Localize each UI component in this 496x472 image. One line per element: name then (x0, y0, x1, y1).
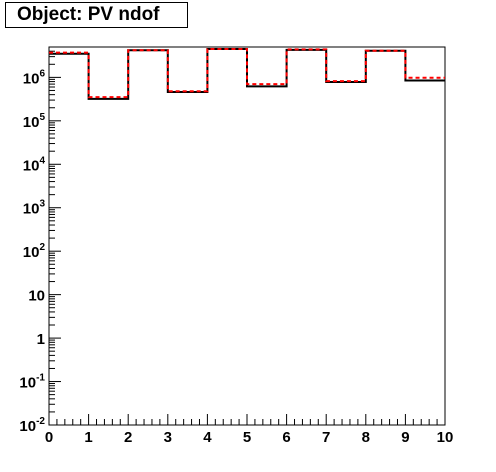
x-tick-label: 9 (401, 429, 409, 446)
x-tick-label: 6 (282, 429, 290, 446)
y-tick-label: 104 (23, 155, 46, 174)
x-tick-label: 1 (84, 429, 92, 446)
y-tick-label: 10 (28, 288, 45, 305)
chart-title: Object: PV ndof (5, 2, 188, 28)
y-tick-label: 10-2 (19, 416, 45, 435)
plot-frame (48, 46, 446, 426)
y-tick-label: 106 (23, 68, 46, 87)
x-tick-label: 7 (322, 429, 330, 446)
x-tick-label: 2 (124, 429, 132, 446)
x-tick-label: 8 (362, 429, 370, 446)
y-tick-label: 103 (23, 199, 46, 218)
y-tick-label: 105 (23, 112, 46, 131)
x-tick-label: 0 (45, 429, 53, 446)
x-tick-label: 5 (243, 429, 251, 446)
y-tick-label: 10-1 (19, 373, 45, 392)
y-tick-label: 102 (23, 242, 46, 261)
y-tick-label: 1 (37, 331, 45, 348)
x-tick-label: 3 (164, 429, 172, 446)
histogram-series-2 (49, 47, 445, 99)
x-tick-label: 10 (437, 429, 454, 446)
histogram-line (49, 47, 445, 99)
x-tick-label: 4 (203, 429, 212, 446)
